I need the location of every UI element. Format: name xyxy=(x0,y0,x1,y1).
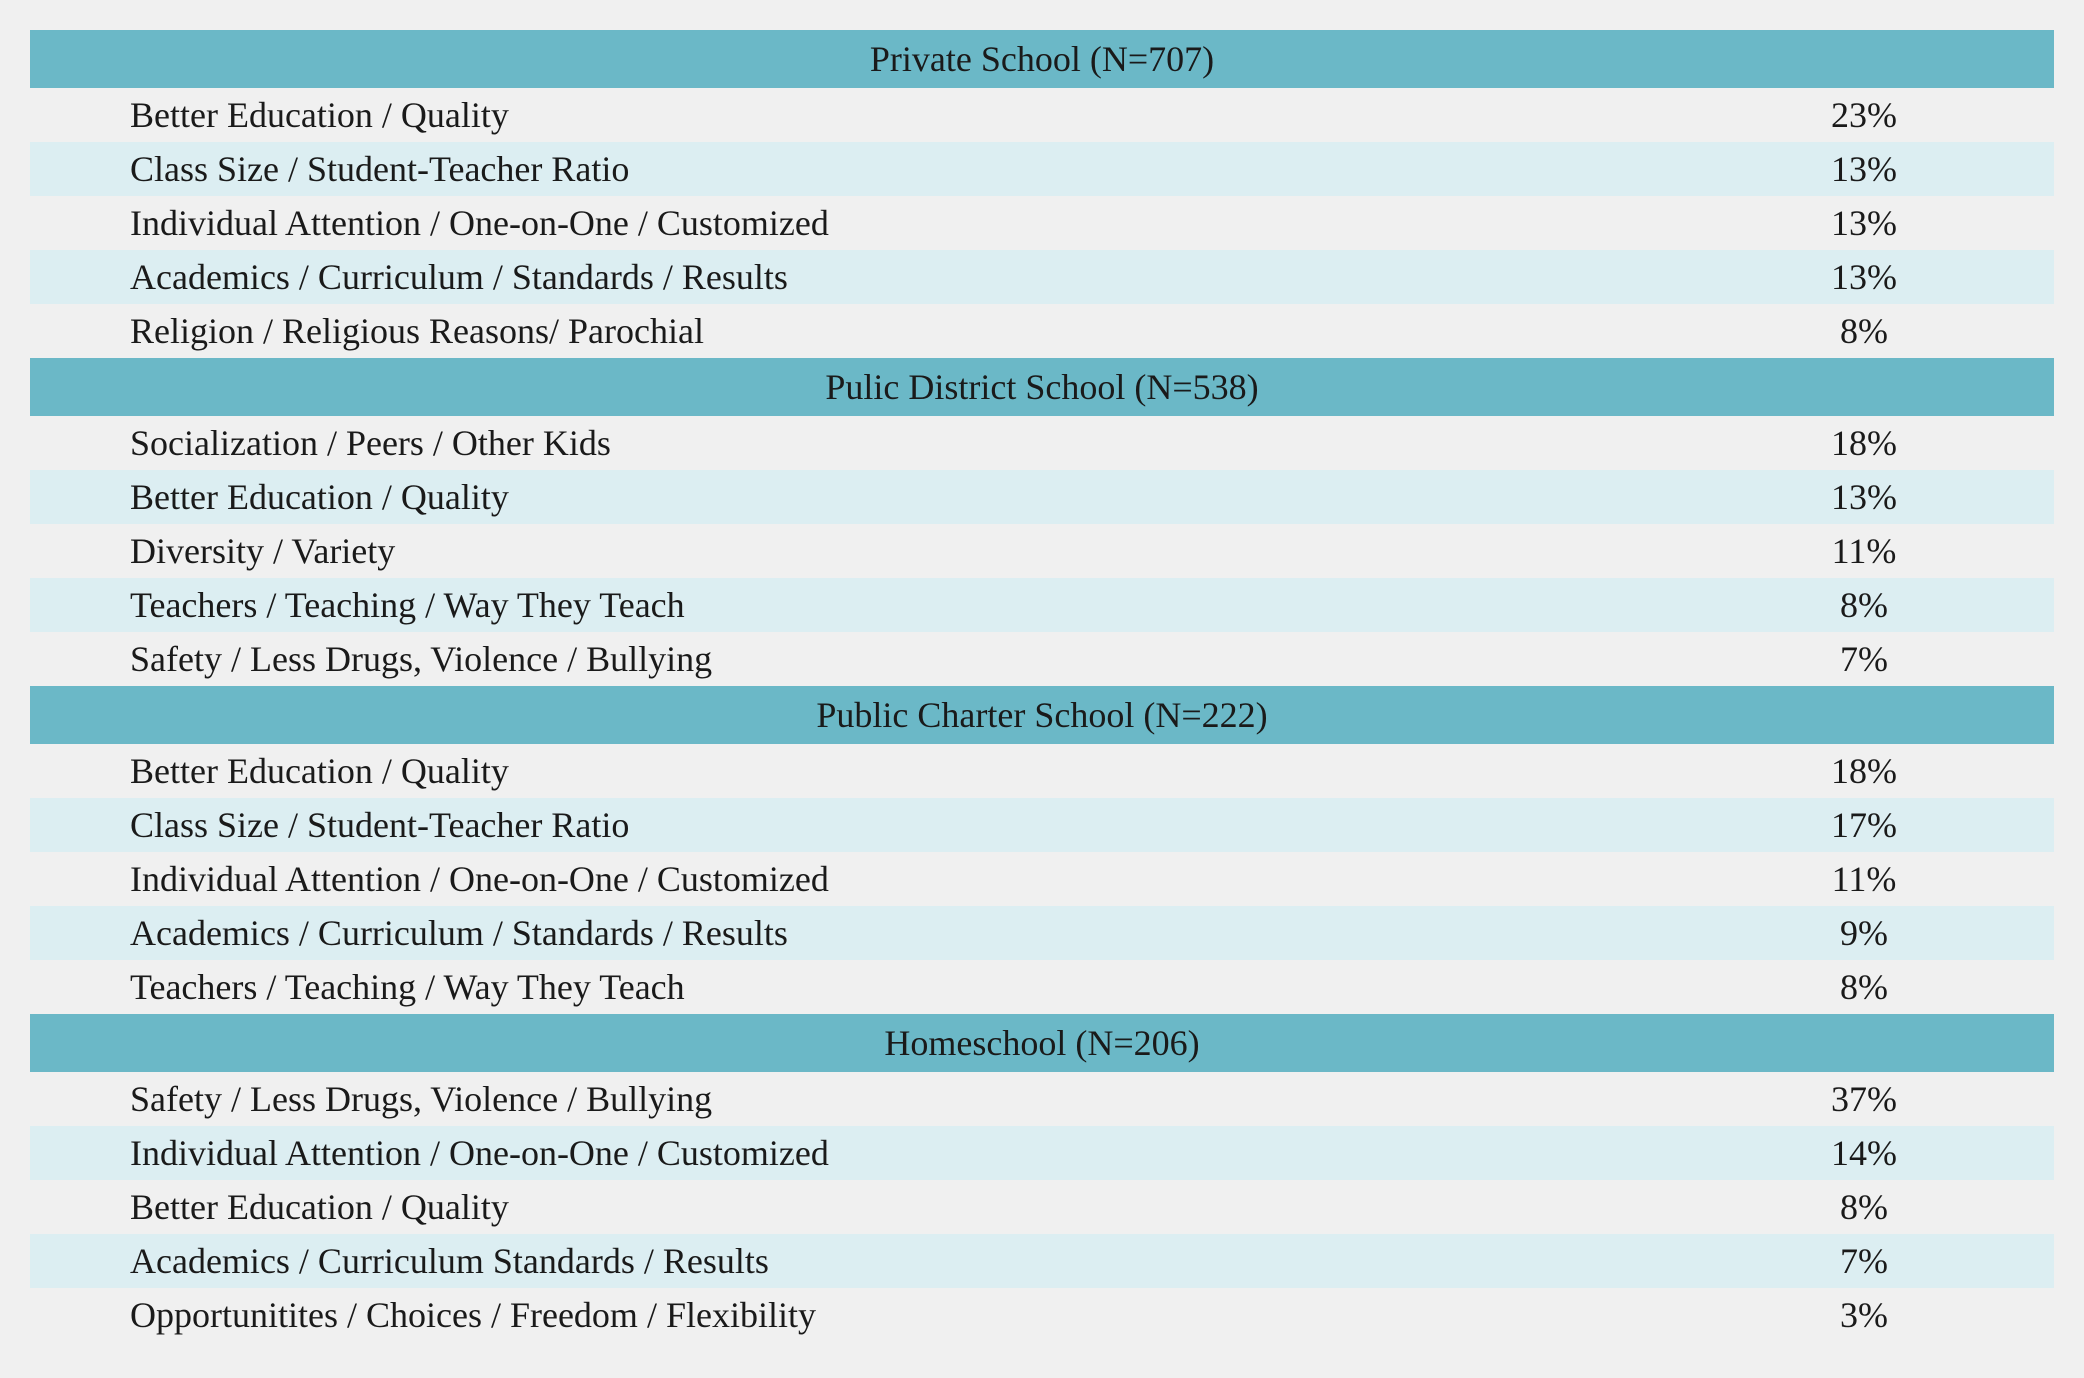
row-label: Better Education / Quality xyxy=(30,750,1714,792)
row-value: 8% xyxy=(1714,584,2054,626)
table-row: Class Size / Student-Teacher Ratio17% xyxy=(30,798,2054,852)
row-label: Better Education / Quality xyxy=(30,1186,1714,1228)
section-header: Pulic District School (N=538) xyxy=(30,358,2054,416)
row-label: Academics / Curriculum / Standards / Res… xyxy=(30,256,1714,298)
table-row: Safety / Less Drugs, Violence / Bullying… xyxy=(30,1072,2054,1126)
table-row: Better Education / Quality8% xyxy=(30,1180,2054,1234)
row-label: Individual Attention / One-on-One / Cust… xyxy=(30,1132,1714,1174)
table-row: Better Education / Quality13% xyxy=(30,470,2054,524)
row-label: Socialization / Peers / Other Kids xyxy=(30,422,1714,464)
row-label: Individual Attention / One-on-One / Cust… xyxy=(30,202,1714,244)
row-value: 37% xyxy=(1714,1078,2054,1120)
row-value: 8% xyxy=(1714,966,2054,1008)
row-value: 8% xyxy=(1714,310,2054,352)
table-row: Individual Attention / One-on-One / Cust… xyxy=(30,196,2054,250)
table-row: Class Size / Student-Teacher Ratio13% xyxy=(30,142,2054,196)
table-row: Individual Attention / One-on-One / Cust… xyxy=(30,1126,2054,1180)
table-row: Religion / Religious Reasons/ Parochial8… xyxy=(30,304,2054,358)
row-label: Academics / Curriculum / Standards / Res… xyxy=(30,912,1714,954)
table-row: Academics / Curriculum / Standards / Res… xyxy=(30,250,2054,304)
row-label: Diversity / Variety xyxy=(30,530,1714,572)
table-row: Safety / Less Drugs, Violence / Bullying… xyxy=(30,632,2054,686)
table-row: Academics / Curriculum / Standards / Res… xyxy=(30,906,2054,960)
row-label: Safety / Less Drugs, Violence / Bullying xyxy=(30,638,1714,680)
row-label: Better Education / Quality xyxy=(30,476,1714,518)
table-row: Academics / Curriculum Standards / Resul… xyxy=(30,1234,2054,1288)
table-row: Individual Attention / One-on-One / Cust… xyxy=(30,852,2054,906)
survey-table: Private School (N=707)Better Education /… xyxy=(30,30,2054,1342)
row-value: 13% xyxy=(1714,202,2054,244)
row-label: Safety / Less Drugs, Violence / Bullying xyxy=(30,1078,1714,1120)
table-row: Better Education / Quality23% xyxy=(30,88,2054,142)
row-value: 23% xyxy=(1714,94,2054,136)
row-value: 18% xyxy=(1714,750,2054,792)
table-row: Better Education / Quality18% xyxy=(30,744,2054,798)
row-value: 17% xyxy=(1714,804,2054,846)
row-label: Class Size / Student-Teacher Ratio xyxy=(30,148,1714,190)
row-value: 11% xyxy=(1714,858,2054,900)
row-value: 13% xyxy=(1714,476,2054,518)
row-value: 7% xyxy=(1714,638,2054,680)
row-value: 8% xyxy=(1714,1186,2054,1228)
row-label: Class Size / Student-Teacher Ratio xyxy=(30,804,1714,846)
row-value: 3% xyxy=(1714,1294,2054,1336)
row-value: 13% xyxy=(1714,148,2054,190)
row-value: 13% xyxy=(1714,256,2054,298)
table-row: Opportunitites / Choices / Freedom / Fle… xyxy=(30,1288,2054,1342)
row-label: Opportunitites / Choices / Freedom / Fle… xyxy=(30,1294,1714,1336)
section-header: Private School (N=707) xyxy=(30,30,2054,88)
row-value: 7% xyxy=(1714,1240,2054,1282)
table-row: Teachers / Teaching / Way They Teach8% xyxy=(30,960,2054,1014)
section-header: Homeschool (N=206) xyxy=(30,1014,2054,1072)
row-label: Better Education / Quality xyxy=(30,94,1714,136)
row-label: Teachers / Teaching / Way They Teach xyxy=(30,584,1714,626)
section-header: Public Charter School (N=222) xyxy=(30,686,2054,744)
row-label: Academics / Curriculum Standards / Resul… xyxy=(30,1240,1714,1282)
row-value: 11% xyxy=(1714,530,2054,572)
table-row: Teachers / Teaching / Way They Teach8% xyxy=(30,578,2054,632)
row-label: Religion / Religious Reasons/ Parochial xyxy=(30,310,1714,352)
row-value: 14% xyxy=(1714,1132,2054,1174)
row-label: Teachers / Teaching / Way They Teach xyxy=(30,966,1714,1008)
row-value: 18% xyxy=(1714,422,2054,464)
table-row: Diversity / Variety11% xyxy=(30,524,2054,578)
row-value: 9% xyxy=(1714,912,2054,954)
row-label: Individual Attention / One-on-One / Cust… xyxy=(30,858,1714,900)
table-row: Socialization / Peers / Other Kids18% xyxy=(30,416,2054,470)
